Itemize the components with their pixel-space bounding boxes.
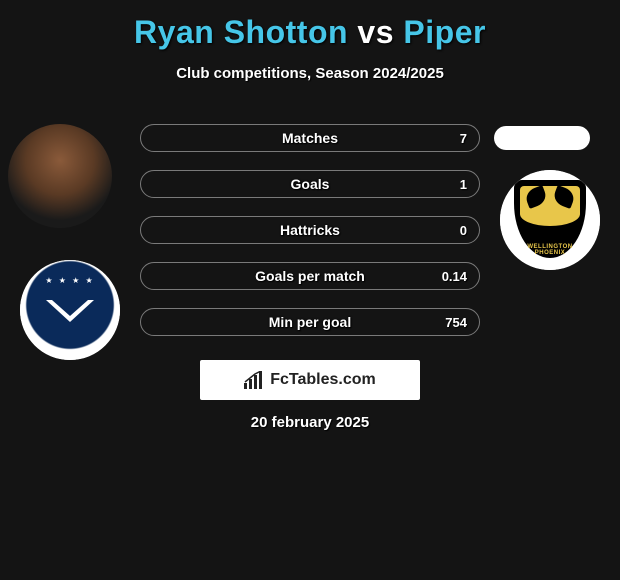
stat-label: Matches xyxy=(141,125,479,151)
player1-club-badge: ★ ★ ★ ★ xyxy=(20,260,120,360)
badge-stars-icon: ★ ★ ★ ★ xyxy=(20,276,120,285)
comparison-title: Ryan Shotton vs Piper xyxy=(0,0,620,51)
player2-club-badge: WELLINGTONPHOENIX xyxy=(500,170,600,270)
attribution-text: FcTables.com xyxy=(270,371,376,389)
stat-row-hattricks: Hattricks 0 xyxy=(140,216,480,244)
wellington-phoenix-icon: WELLINGTONPHOENIX xyxy=(500,170,600,270)
player1-name: Ryan Shotton xyxy=(134,14,348,50)
stat-right-value: 1 xyxy=(460,171,467,197)
stats-container: Matches 7 Goals 1 Hattricks 0 Goals per … xyxy=(140,124,480,354)
bar-chart-icon xyxy=(244,371,264,389)
stat-right-value: 754 xyxy=(445,309,467,335)
badge-text: WELLINGTONPHOENIX xyxy=(500,244,600,256)
player2-name: Piper xyxy=(403,14,486,50)
player1-avatar xyxy=(8,124,112,228)
stat-label: Min per goal xyxy=(141,309,479,335)
stat-row-min-per-goal: Min per goal 754 xyxy=(140,308,480,336)
vs-separator: vs xyxy=(357,14,394,50)
player2-avatar xyxy=(494,126,590,150)
melbourne-victory-icon: ★ ★ ★ ★ xyxy=(20,260,120,360)
stat-row-goals: Goals 1 xyxy=(140,170,480,198)
stat-row-goals-per-match: Goals per match 0.14 xyxy=(140,262,480,290)
stat-label: Goals per match xyxy=(141,263,479,289)
stat-label: Hattricks xyxy=(141,217,479,243)
stat-right-value: 0 xyxy=(460,217,467,243)
subtitle: Club competitions, Season 2024/2025 xyxy=(0,65,620,82)
date-label: 20 february 2025 xyxy=(0,414,620,431)
stat-label: Goals xyxy=(141,171,479,197)
attribution-badge: FcTables.com xyxy=(200,360,420,400)
stat-row-matches: Matches 7 xyxy=(140,124,480,152)
stat-right-value: 0.14 xyxy=(442,263,467,289)
stat-right-value: 7 xyxy=(460,125,467,151)
